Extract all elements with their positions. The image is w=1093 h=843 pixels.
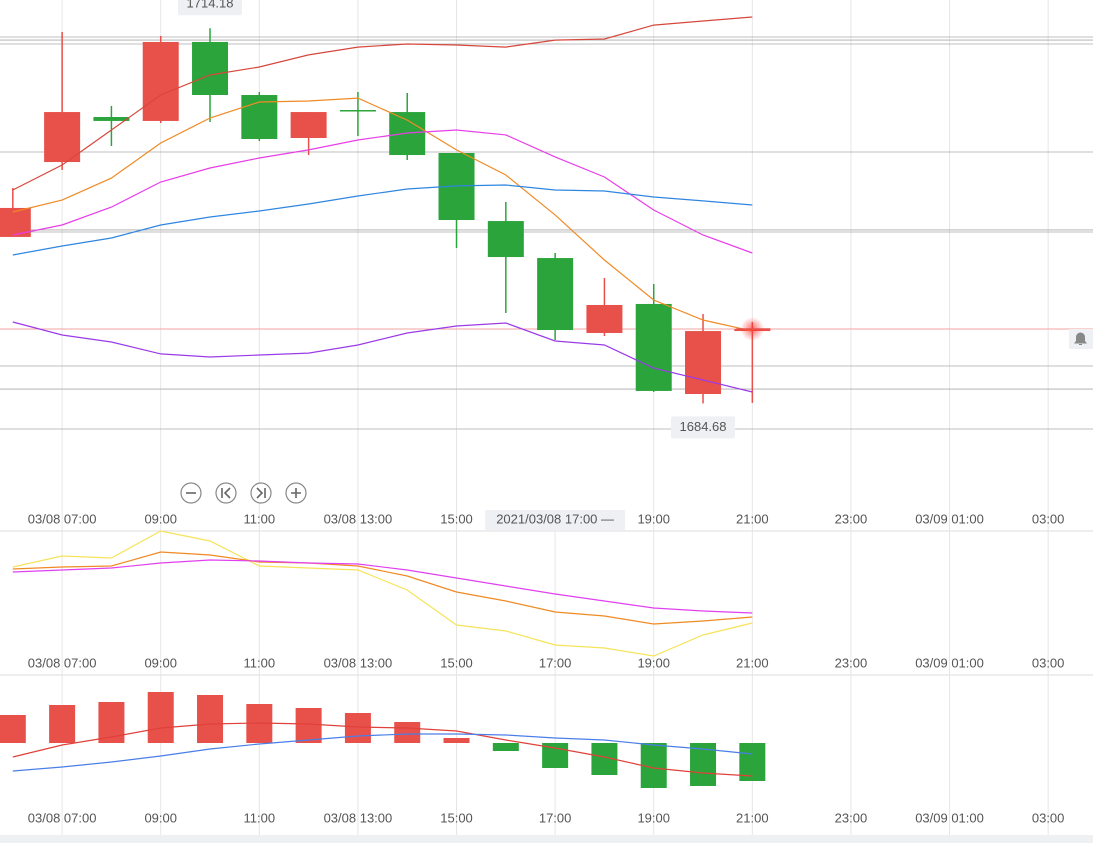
candle-body (192, 41, 229, 96)
zoom-in-button[interactable] (285, 482, 307, 504)
bar (49, 705, 76, 743)
x-tick-label: 21:00 (736, 810, 769, 825)
candle-body (142, 41, 179, 121)
x-tick-label: 03:00 (1032, 655, 1065, 670)
bar (344, 713, 371, 743)
candle-body (586, 304, 623, 333)
price-label-box (178, 0, 243, 16)
x-tick-label: 23:00 (835, 655, 868, 670)
x-tick-label: 19:00 (637, 810, 670, 825)
price-label: 1714.18 (187, 0, 234, 11)
x-tick-label: 23:00 (835, 810, 868, 825)
indicator-line (12, 530, 753, 657)
crosshair-label-box (485, 510, 626, 530)
x-tick-label: 03:00 (1032, 810, 1065, 825)
x-tick-label: 21:00 (736, 655, 769, 670)
indicator-line (12, 321, 753, 393)
x-tick-label: 03/08 07:00 (28, 655, 97, 670)
x-tick-label: 15:00 (440, 511, 473, 526)
x-tick-label: 03:00 (1032, 511, 1065, 526)
x-tick-label: 15:00 (440, 655, 473, 670)
x-tick-label: 11:00 (244, 810, 276, 825)
indicator-line (12, 722, 753, 777)
bar (98, 702, 125, 743)
candle-body (339, 110, 376, 112)
x-tick-label: 09:00 (144, 810, 177, 825)
crosshair-label: 2021/03/08 17:00 — (496, 511, 614, 526)
candle-body (93, 117, 130, 121)
indicator-line (12, 733, 753, 772)
bar (443, 738, 470, 743)
bottom-strip (0, 835, 1093, 843)
candle-body (487, 221, 524, 258)
x-tick-label: 03/08 13:00 (324, 810, 393, 825)
x-tick-label: 03/08 07:00 (28, 810, 97, 825)
price-label-box (671, 416, 736, 439)
x-tick-label: 03/08 13:00 (324, 655, 393, 670)
x-tick-label: 03/08 07:00 (28, 511, 97, 526)
x-tick-label: 03/09 01:00 (915, 655, 984, 670)
x-tick-label: 19:00 (637, 655, 670, 670)
alert-bell[interactable] (1069, 329, 1093, 349)
indicator-line (12, 184, 753, 256)
x-tick-label: 19:00 (637, 511, 670, 526)
candle-body (635, 303, 672, 391)
candle-body (44, 112, 81, 163)
x-tick-label: 03/09 01:00 (915, 810, 984, 825)
x-tick-label: 15:00 (440, 810, 473, 825)
x-tick-label: 23:00 (835, 511, 868, 526)
indicator-line (12, 559, 753, 614)
indicator-line (12, 551, 753, 625)
indicator-line (12, 97, 753, 332)
forward-button[interactable] (250, 482, 272, 504)
candle-body (685, 331, 722, 395)
x-tick-label: 17:00 (539, 655, 572, 670)
x-tick-label: 03/08 13:00 (324, 511, 393, 526)
x-tick-label: 21:00 (736, 511, 769, 526)
zoom-controls (180, 482, 307, 504)
bar (394, 722, 421, 743)
zoom-out-button[interactable] (180, 482, 202, 504)
bar (739, 743, 766, 781)
x-tick-label: 11:00 (244, 511, 276, 526)
candle-body (290, 112, 327, 138)
x-tick-label: 11:00 (244, 655, 276, 670)
x-tick-label: 03/09 01:00 (915, 511, 984, 526)
bar (492, 743, 519, 751)
x-tick-label: 09:00 (144, 511, 177, 526)
indicator-line (12, 16, 753, 191)
x-tick-label: 17:00 (539, 810, 572, 825)
bar (147, 692, 174, 743)
back-button[interactable] (215, 482, 237, 504)
candle-body (537, 258, 574, 331)
price-label: 1684.68 (680, 419, 727, 434)
bar (295, 708, 322, 743)
bar (197, 695, 224, 743)
x-tick-label: 09:00 (144, 655, 177, 670)
bar (0, 715, 26, 743)
